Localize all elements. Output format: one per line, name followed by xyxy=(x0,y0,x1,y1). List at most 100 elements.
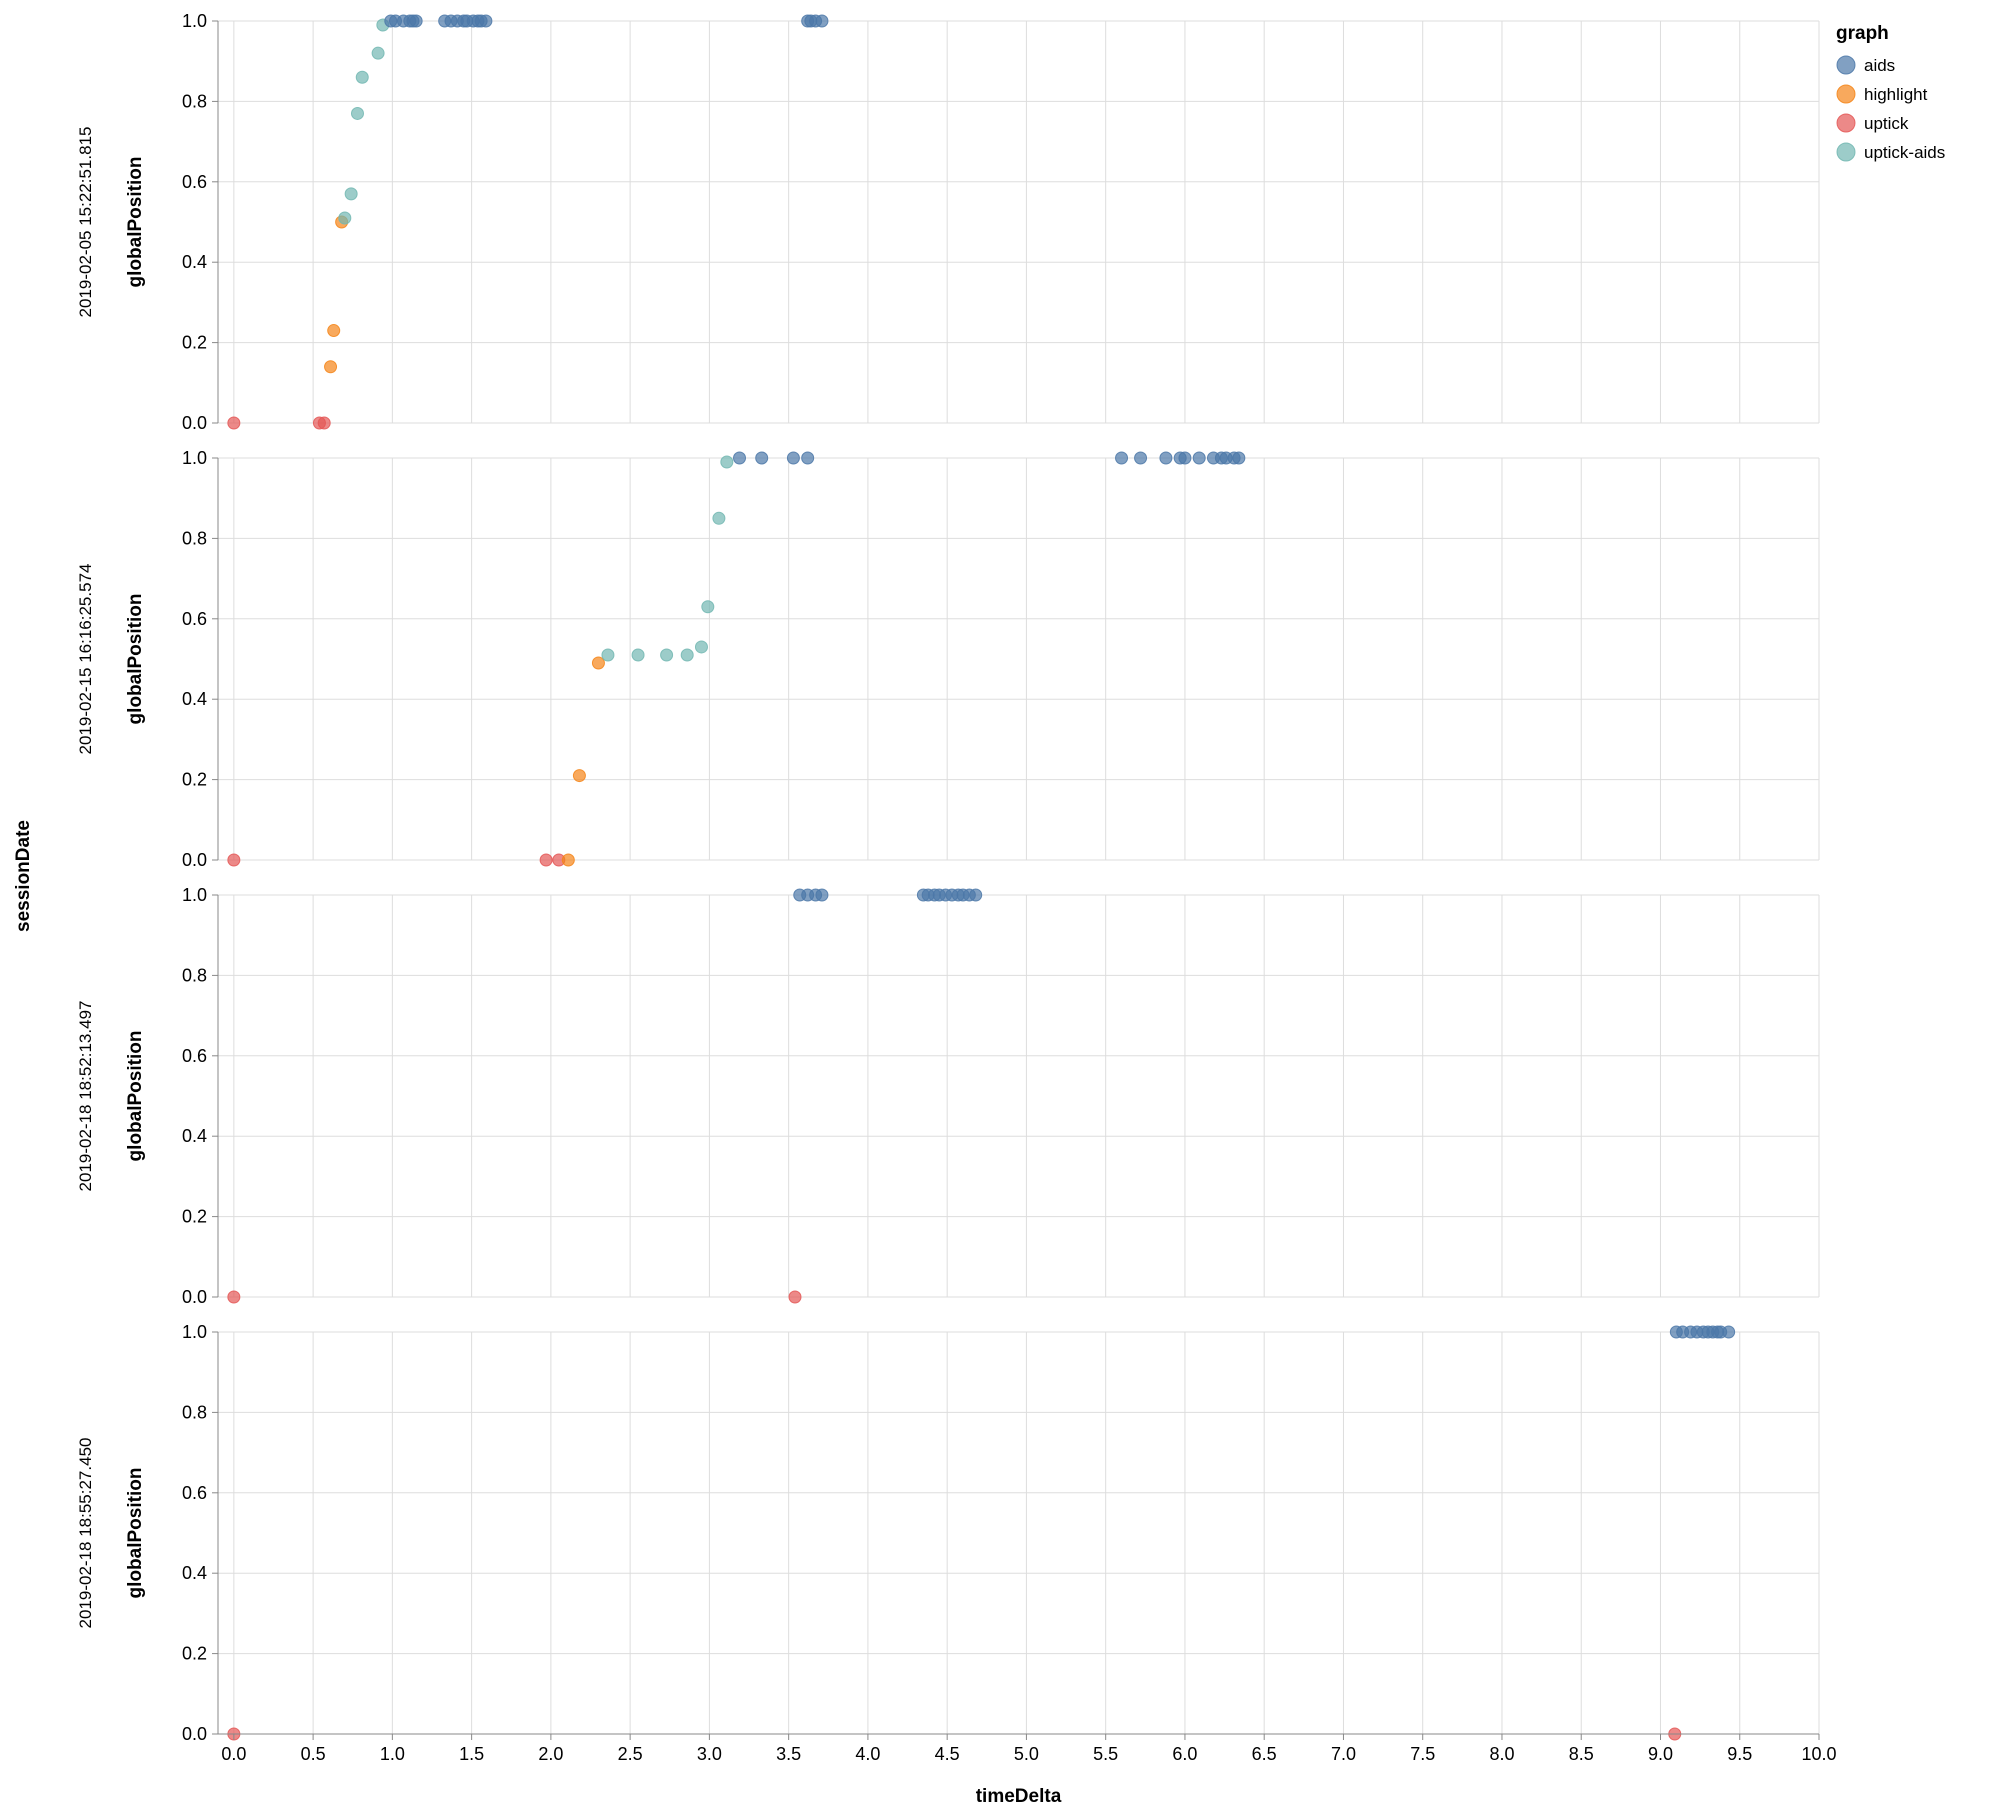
legend-title: graph xyxy=(1836,23,1889,44)
data-point-uptick xyxy=(539,853,553,867)
legend-label-aids: aids xyxy=(1864,56,1895,75)
y-tick-label: 0.4 xyxy=(182,1563,207,1583)
data-point-aids xyxy=(1232,451,1246,465)
y-axis-title: globalPosition xyxy=(125,157,146,288)
data-point-uptick-aids xyxy=(694,640,708,654)
y-tick-label: 0.0 xyxy=(182,413,207,433)
data-point-uptick-aids xyxy=(601,648,615,662)
data-point-uptick-aids xyxy=(355,70,369,84)
legend-items: aids highlight uptick uptick-aids xyxy=(1836,55,1945,162)
row-facet-title: sessionDate xyxy=(13,820,34,932)
x-tick-label: 6.0 xyxy=(1172,1744,1197,1764)
data-point-aids xyxy=(1134,451,1148,465)
legend-label-highlight: highlight xyxy=(1864,85,1928,104)
data-point-highlight xyxy=(561,853,575,867)
data-point-uptick-aids xyxy=(371,46,385,60)
y-tick-label: 0.2 xyxy=(182,770,207,790)
facet-row-label: 2019-02-15 16:16:25.574 xyxy=(76,564,95,755)
legend-symbol-highlight xyxy=(1836,84,1856,104)
x-tick-label: 9.5 xyxy=(1727,1744,1752,1764)
facet-row-label: 2019-02-18 18:52:13.497 xyxy=(76,1001,95,1192)
x-axis: 0.0 0.5 1.0 1.5 2.0 2.5 3.0 3.5 4.0 4.5 5.0 5.5 6.0 6… xyxy=(218,1733,1837,1764)
data-point-aids xyxy=(801,451,815,465)
facet-row-label: 2019-02-18 18:55:27.450 xyxy=(76,1438,95,1629)
x-tick-label: 2.0 xyxy=(538,1744,563,1764)
data-point-aids xyxy=(1192,451,1206,465)
y-tick-label: 1.0 xyxy=(182,885,207,905)
data-point-uptick-aids xyxy=(338,211,352,225)
y-tick-label: 0.2 xyxy=(182,1207,207,1227)
data-point-uptick xyxy=(227,416,241,430)
y-tick-label: 1.0 xyxy=(182,448,207,468)
data-point-uptick-aids xyxy=(660,648,674,662)
facet-panel: 0.0 0.2 0.4 0.6 0.8 1.0 globalPosition 2019-02-… xyxy=(76,448,1820,870)
y-tick-label: 0.2 xyxy=(182,333,207,353)
y-tick-label: 0.8 xyxy=(182,965,207,985)
y-tick-label: 0.8 xyxy=(182,91,207,111)
y-tick-label: 0.4 xyxy=(182,1126,207,1146)
data-point-uptick xyxy=(227,853,241,867)
x-tick-label: 7.5 xyxy=(1410,1744,1435,1764)
data-point-aids xyxy=(1159,451,1173,465)
data-point-aids xyxy=(815,888,829,902)
data-point-aids xyxy=(409,14,423,28)
x-tick-label: 2.5 xyxy=(618,1744,643,1764)
facet-panel: 0.0 0.2 0.4 0.6 0.8 1.0 globalPosition 2019-02-… xyxy=(76,11,1820,433)
x-tick-label: 5.5 xyxy=(1093,1744,1118,1764)
data-point-aids xyxy=(969,888,983,902)
data-point-uptick xyxy=(317,416,331,430)
x-tick-label: 8.5 xyxy=(1569,1744,1594,1764)
x-tick-label: 9.0 xyxy=(1648,1744,1673,1764)
y-axis-title: globalPosition xyxy=(125,1031,146,1162)
y-tick-label: 0.6 xyxy=(182,172,207,192)
data-point-aids xyxy=(815,14,829,28)
x-tick-label: 0.0 xyxy=(221,1744,246,1764)
y-tick-label: 0.0 xyxy=(182,850,207,870)
data-point-aids xyxy=(1178,451,1192,465)
data-point-highlight xyxy=(324,360,338,374)
data-point-aids xyxy=(1722,1325,1736,1339)
data-point-uptick-aids xyxy=(712,511,726,525)
x-axis-title: timeDelta xyxy=(976,1786,1062,1807)
legend-label-uptick: uptick xyxy=(1864,114,1909,133)
x-tick-label: 6.5 xyxy=(1252,1744,1277,1764)
y-axis-title: globalPosition xyxy=(125,1468,146,1599)
legend-symbol-uptick xyxy=(1836,113,1856,133)
x-tick-label: 4.5 xyxy=(935,1744,960,1764)
x-tick-label: 4.0 xyxy=(855,1744,880,1764)
data-point-uptick-aids xyxy=(631,648,645,662)
y-tick-label: 0.6 xyxy=(182,1483,207,1503)
y-tick-label: 0.0 xyxy=(182,1724,207,1744)
y-tick-label: 1.0 xyxy=(182,1322,207,1342)
data-point-uptick-aids xyxy=(350,106,364,120)
y-tick-label: 0.6 xyxy=(182,1046,207,1066)
x-tick-label: 5.0 xyxy=(1014,1744,1039,1764)
data-point-uptick-aids xyxy=(720,455,734,469)
data-point-highlight xyxy=(327,324,341,338)
y-tick-label: 0.4 xyxy=(182,689,207,709)
x-tick-label: 0.5 xyxy=(301,1744,326,1764)
x-tick-label: 3.5 xyxy=(776,1744,801,1764)
data-point-aids xyxy=(755,451,769,465)
y-tick-label: 1.0 xyxy=(182,11,207,31)
x-tick-label: 8.0 xyxy=(1489,1744,1514,1764)
legend-label-uptick-aids: uptick-aids xyxy=(1864,143,1945,162)
data-point-uptick-aids xyxy=(701,600,715,614)
y-axis-title: globalPosition xyxy=(125,594,146,725)
data-point-highlight xyxy=(572,769,586,783)
data-point-uptick xyxy=(227,1290,241,1304)
facet-panels: 0.0 0.2 0.4 0.6 0.8 1.0 globalPosition 2019-02-… xyxy=(76,11,1820,1744)
facet-panel: 0.0 0.2 0.4 0.6 0.8 1.0 globalPosition 2019-02-… xyxy=(76,885,1820,1307)
legend-symbol-aids xyxy=(1836,55,1856,75)
data-point-aids xyxy=(733,451,747,465)
data-point-uptick-aids xyxy=(680,648,694,662)
data-point-aids xyxy=(1115,451,1129,465)
data-point-highlight xyxy=(591,656,605,670)
x-tick-label: 1.5 xyxy=(459,1744,484,1764)
y-tick-label: 0.0 xyxy=(182,1287,207,1307)
x-tick-label: 7.0 xyxy=(1331,1744,1356,1764)
facet-panel: 0.0 0.2 0.4 0.6 0.8 1.0 globalPosition 2019-02-… xyxy=(76,1322,1820,1744)
y-tick-label: 0.6 xyxy=(182,609,207,629)
data-point-uptick xyxy=(788,1290,802,1304)
